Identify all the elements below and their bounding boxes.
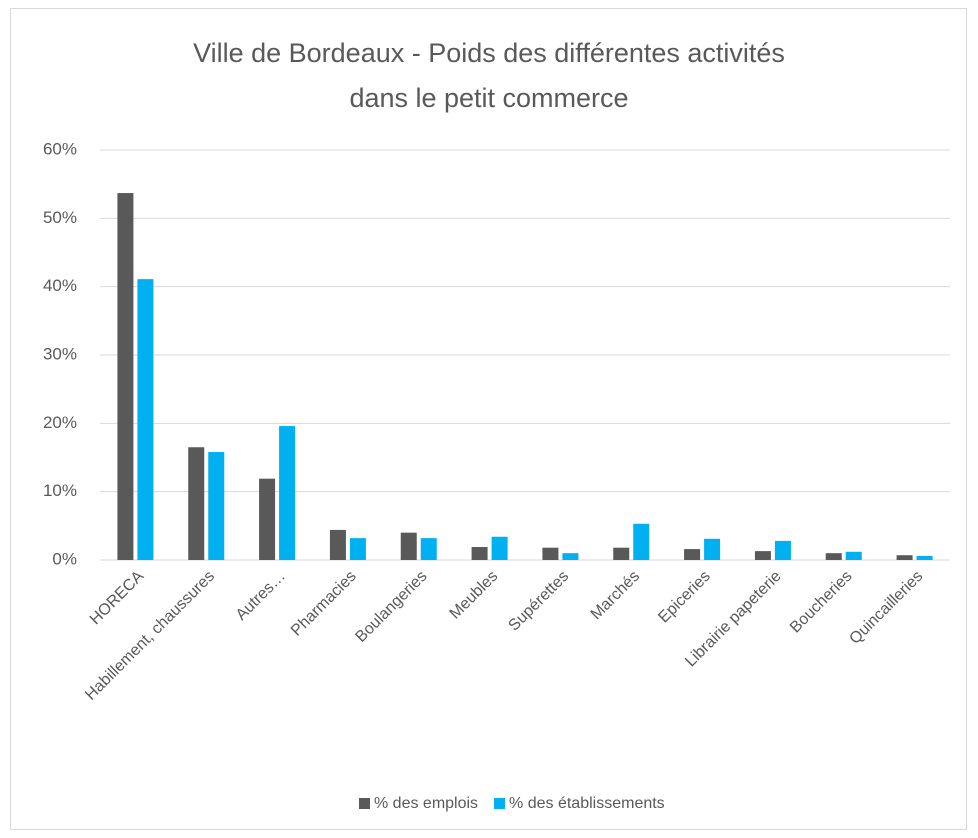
bar <box>400 532 417 560</box>
bar <box>754 551 771 560</box>
bar <box>329 529 346 560</box>
chart-title: dans le petit commerce <box>349 83 628 113</box>
y-tick-label: 10% <box>43 481 77 500</box>
y-tick-label: 30% <box>43 344 77 363</box>
legend-label: % des établissements <box>509 795 665 812</box>
y-tick-label: 20% <box>43 413 77 432</box>
bar <box>896 555 913 560</box>
y-tick-label: 50% <box>43 208 77 227</box>
chart-title: Ville de Bordeaux - Poids des différente… <box>193 38 785 68</box>
bar <box>208 452 225 560</box>
bar <box>259 478 276 560</box>
bar <box>471 547 488 560</box>
bar <box>825 553 842 560</box>
bar <box>420 538 437 560</box>
bar <box>188 447 205 560</box>
bar <box>774 540 791 560</box>
legend-label: % des emplois <box>374 795 478 812</box>
bar <box>491 536 508 560</box>
legend-swatch <box>494 798 506 809</box>
y-tick-label: 0% <box>52 549 77 568</box>
bar <box>117 193 134 561</box>
bar <box>279 426 296 560</box>
y-tick-label: 60% <box>43 139 77 158</box>
bar <box>916 555 933 560</box>
chart-border <box>10 8 967 830</box>
y-tick-label: 40% <box>43 276 77 295</box>
bar <box>349 538 366 560</box>
bar <box>562 553 579 560</box>
bar <box>613 547 630 560</box>
bar <box>845 551 862 560</box>
legend-swatch <box>359 798 370 809</box>
bar <box>137 279 154 560</box>
bar <box>542 547 559 560</box>
bar <box>633 523 650 560</box>
bar <box>684 549 701 560</box>
bar <box>704 538 721 560</box>
